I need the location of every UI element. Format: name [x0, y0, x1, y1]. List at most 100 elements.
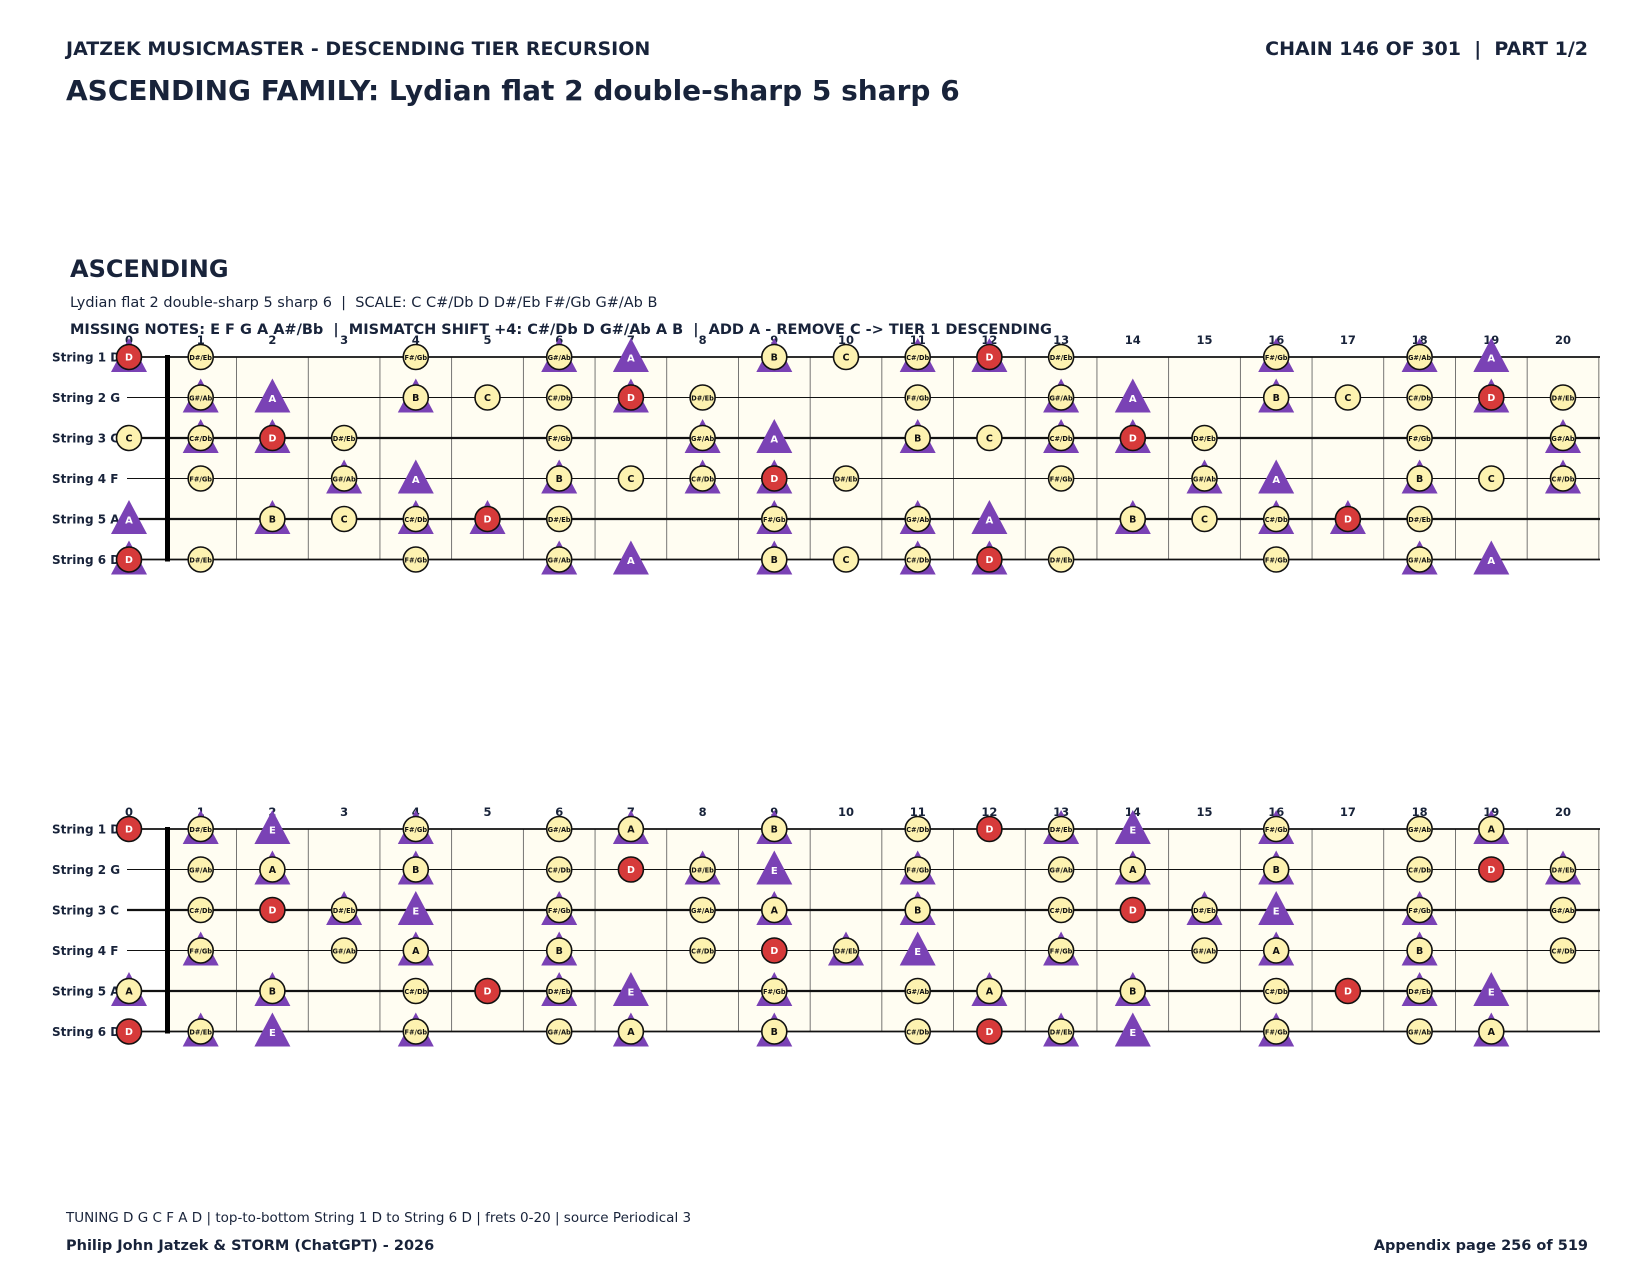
note-marker — [545, 896, 573, 924]
note-marker — [1406, 343, 1433, 371]
root-note-marker — [259, 896, 286, 924]
note-marker — [402, 856, 430, 883]
section-subtitle: Lydian flat 2 double-sharp 5 sharp 6 | S… — [70, 295, 658, 311]
note-marker — [545, 424, 573, 452]
note-label: G#/Ab — [691, 435, 714, 443]
note-label: C — [627, 474, 634, 485]
note-label: D#/Eb — [189, 354, 212, 362]
header-left: JATZEK MUSICMASTER - DESCENDING TIER REC… — [66, 38, 651, 60]
note-marker — [545, 856, 573, 883]
note-marker — [1262, 546, 1290, 573]
fretboard-2: 01234567891011121314151617181920String 1… — [52, 805, 1600, 1047]
fret-number: 12 — [981, 805, 997, 819]
note-label: C#/Db — [691, 475, 714, 483]
fretboard-background — [167, 357, 1600, 560]
note-marker — [1119, 505, 1147, 533]
note-label: A — [1488, 1027, 1496, 1038]
triangle-marker — [1114, 1012, 1151, 1047]
note-label: C#/Db — [1050, 435, 1073, 443]
note-marker — [904, 856, 932, 883]
note-label: D#/Eb — [691, 866, 714, 874]
string-label: String 2 G — [52, 863, 120, 877]
note-label: D — [770, 474, 778, 485]
note-label: A — [986, 987, 994, 998]
note-label: D — [1487, 393, 1495, 404]
note-label: C — [341, 515, 348, 526]
note-label: D#/Eb — [835, 947, 858, 955]
section-heading: ASCENDING — [70, 255, 229, 283]
note-label: G#/Ab — [1050, 394, 1073, 402]
note-marker — [402, 937, 430, 964]
note-label: B — [771, 555, 778, 566]
note-label: F#/Gb — [1265, 826, 1288, 834]
note-marker — [760, 1018, 788, 1045]
note-marker — [1549, 465, 1577, 492]
note-label: D — [1487, 865, 1495, 876]
note-marker — [1191, 424, 1218, 452]
note-marker — [1406, 815, 1433, 843]
triangle-marker — [612, 338, 649, 372]
note-label: C#/Db — [906, 1028, 929, 1036]
note-label: D — [484, 515, 492, 526]
page-title: ASCENDING FAMILY: Lydian flat 2 double-s… — [66, 74, 960, 107]
note-marker — [115, 424, 143, 452]
note-label: B — [914, 906, 921, 917]
triangle-label: E — [627, 988, 634, 999]
note-marker — [1549, 856, 1577, 883]
note-label: F#/Gb — [1265, 1028, 1288, 1036]
fret-number: 11 — [910, 805, 926, 819]
note-marker — [1406, 465, 1433, 492]
triangle-marker — [756, 850, 793, 885]
note-marker — [1549, 896, 1577, 924]
note-marker — [689, 424, 716, 452]
note-label: B — [1416, 474, 1423, 485]
note-label: F#/Gb — [906, 394, 929, 402]
note-label: F#/Gb — [1050, 475, 1073, 483]
note-marker — [402, 343, 430, 371]
triangle-marker — [1473, 338, 1510, 372]
note-marker — [1047, 937, 1075, 964]
root-note-marker — [976, 343, 1003, 371]
fret-number: 1 — [197, 333, 205, 347]
note-label: B — [771, 1027, 778, 1038]
note-label: F#/Gb — [763, 516, 786, 524]
note-label: A — [269, 865, 277, 876]
note-label: G#/Ab — [1193, 947, 1216, 955]
root-note-marker — [259, 424, 286, 452]
note-label: D — [125, 353, 133, 364]
note-marker — [330, 505, 358, 533]
note-label: D#/Eb — [835, 475, 858, 483]
root-note-marker — [976, 546, 1003, 573]
note-label: F#/Gb — [405, 556, 428, 564]
note-label: F#/Gb — [548, 435, 571, 443]
note-label: D — [985, 555, 993, 566]
note-label: C — [1488, 474, 1495, 485]
note-label: A — [412, 946, 420, 957]
note-label: C#/Db — [548, 866, 571, 874]
note-label: G#/Ab — [548, 556, 571, 564]
note-marker — [760, 546, 788, 573]
note-marker — [187, 896, 214, 924]
note-label: B — [556, 946, 563, 957]
note-label: C#/Db — [1552, 475, 1575, 483]
note-marker — [187, 856, 214, 883]
note-marker — [1406, 384, 1433, 411]
triangle-label: A — [627, 354, 635, 365]
note-marker — [617, 815, 645, 843]
triangle-marker — [1473, 540, 1510, 575]
note-label: A — [1273, 946, 1281, 957]
triangle-label: A — [1487, 556, 1495, 567]
note-label: B — [1273, 393, 1280, 404]
triangle-marker — [254, 810, 291, 844]
note-label: G#/Ab — [1551, 435, 1574, 443]
fret-number: 6 — [555, 805, 563, 819]
note-label: D#/Eb — [1050, 1028, 1073, 1036]
note-label: D#/Eb — [189, 826, 212, 834]
fret-number: 20 — [1555, 805, 1571, 819]
note-marker — [1478, 465, 1505, 492]
footer-page-number: Appendix page 256 of 519 — [1373, 1238, 1588, 1254]
note-marker — [904, 977, 932, 1005]
note-label: B — [1416, 946, 1423, 957]
note-marker — [760, 505, 788, 533]
triangle-label: E — [771, 866, 778, 877]
